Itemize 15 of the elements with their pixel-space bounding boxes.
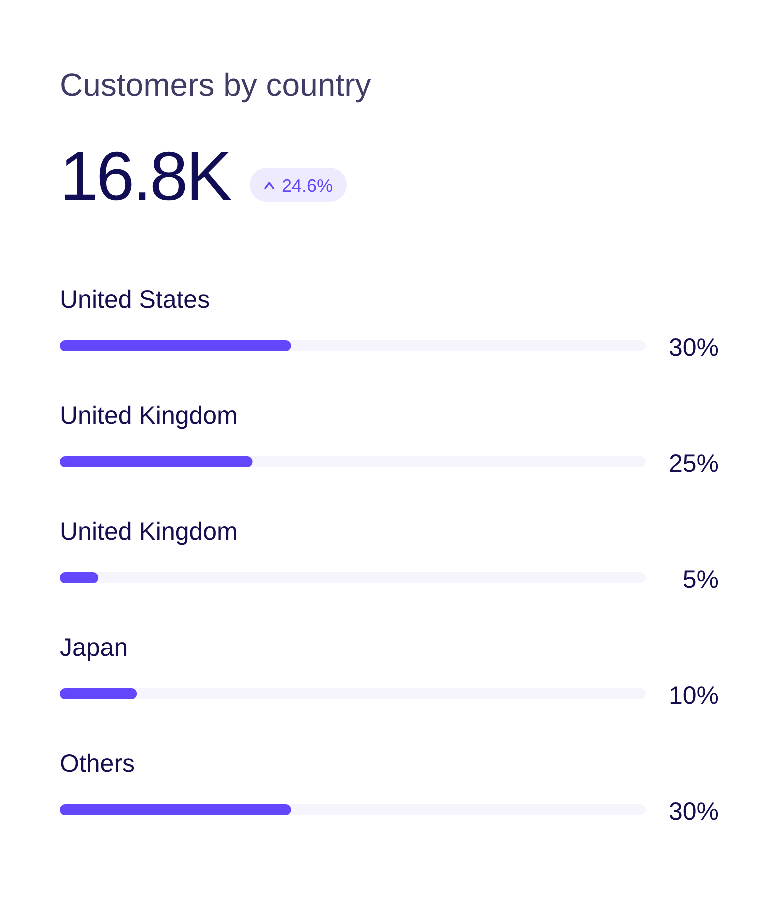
bar bbox=[60, 688, 138, 700]
bar bbox=[60, 572, 99, 584]
y-tick-label: United States bbox=[60, 286, 210, 314]
y-tick-label: United Kingdom bbox=[60, 402, 238, 430]
y-tick-label: Japan bbox=[60, 634, 128, 662]
data-label: 10% bbox=[668, 682, 719, 710]
chart-title: Customers by country bbox=[60, 67, 372, 103]
text: 24.6% bbox=[282, 176, 334, 196]
data-label: 30% bbox=[668, 798, 719, 826]
y-tick-label: United Kingdom bbox=[60, 518, 238, 546]
y-tick-label: Others bbox=[60, 750, 136, 778]
data-label: 30% bbox=[668, 334, 719, 362]
data-label: 25% bbox=[668, 450, 719, 478]
chart-subtitle: 16.8K bbox=[60, 138, 232, 215]
data-label: 5% bbox=[682, 566, 719, 594]
